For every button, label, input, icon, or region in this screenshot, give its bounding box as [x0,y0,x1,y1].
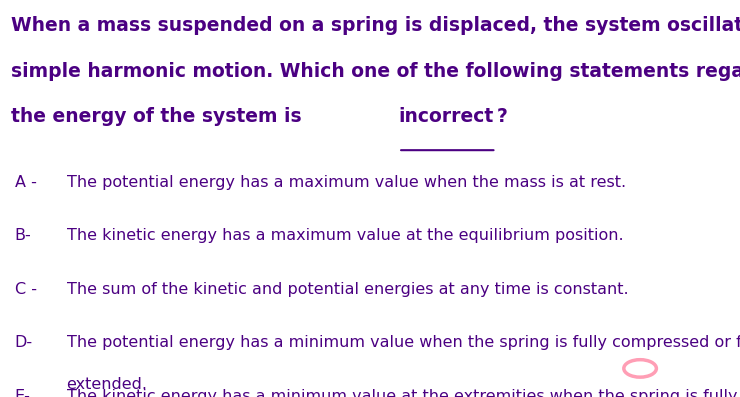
Text: ?: ? [497,107,507,126]
Text: The kinetic energy has a minimum value at the extremities when the spring is ful: The kinetic energy has a minimum value a… [67,389,737,397]
Text: the energy of the system is: the energy of the system is [11,107,309,126]
Text: E-: E- [15,389,30,397]
Text: incorrect: incorrect [398,107,494,126]
Text: D-: D- [15,335,33,351]
Text: The kinetic energy has a maximum value at the equilibrium position.: The kinetic energy has a maximum value a… [67,228,623,243]
Text: The potential energy has a maximum value when the mass is at rest.: The potential energy has a maximum value… [67,175,626,190]
Text: B-: B- [15,228,32,243]
Text: The sum of the kinetic and potential energies at any time is constant.: The sum of the kinetic and potential ene… [67,282,628,297]
Text: extended.: extended. [67,377,147,392]
Text: The potential energy has a minimum value when the spring is fully compressed or : The potential energy has a minimum value… [67,335,740,351]
Text: C -: C - [15,282,37,297]
Text: When a mass suspended on a spring is displaced, the system oscillates in a: When a mass suspended on a spring is dis… [11,16,740,35]
Text: simple harmonic motion. Which one of the following statements regarding: simple harmonic motion. Which one of the… [11,62,740,81]
Text: A -: A - [15,175,37,190]
